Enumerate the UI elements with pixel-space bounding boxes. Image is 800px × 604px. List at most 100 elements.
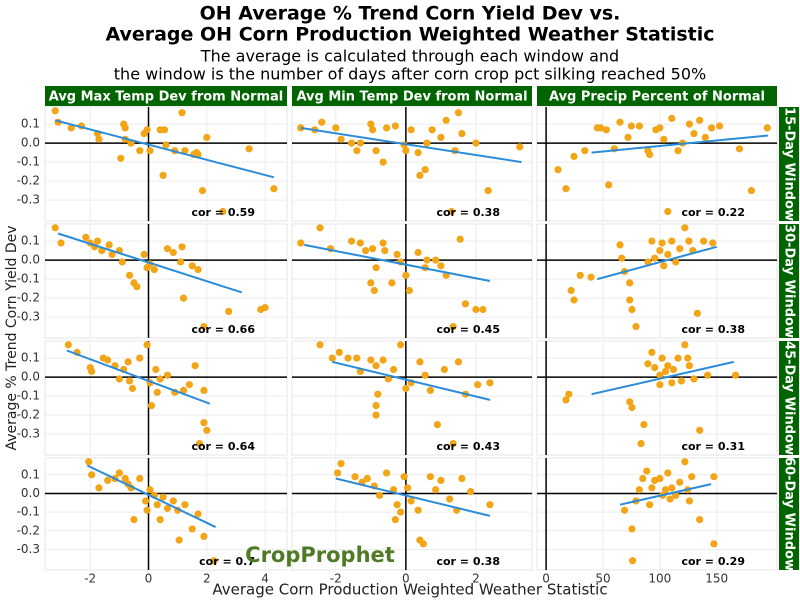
point (163, 504, 172, 512)
point (651, 364, 659, 372)
fit-line (335, 477, 491, 517)
point (261, 304, 269, 312)
point (219, 207, 227, 216)
point (143, 126, 151, 134)
point (176, 258, 185, 266)
point (95, 135, 103, 143)
y-tick-label: -0.1 (17, 389, 40, 403)
panel: cor = 0.38 (291, 106, 533, 222)
point (163, 371, 172, 379)
point (628, 525, 636, 533)
point (347, 237, 356, 245)
point (414, 149, 422, 157)
point (616, 241, 624, 249)
point (456, 235, 464, 243)
point (656, 124, 664, 132)
point (379, 239, 387, 247)
y-tick-label: 0.1 (21, 117, 40, 131)
point (178, 109, 186, 117)
point (125, 271, 134, 279)
point (644, 258, 652, 266)
point (372, 264, 380, 272)
point (562, 396, 570, 404)
point (337, 460, 345, 468)
point (486, 501, 494, 509)
column-strip (45, 86, 287, 106)
panel: cor = 0.29 (536, 457, 778, 571)
point (407, 126, 415, 134)
point (146, 147, 154, 155)
point (153, 388, 161, 396)
point (660, 135, 668, 143)
point (701, 133, 709, 141)
correlation-label: cor = 0.31 (681, 440, 745, 453)
panel: cor = 0.45 (291, 223, 533, 339)
correlation-label: cor = 0.22 (681, 206, 745, 219)
point (169, 497, 177, 505)
point (402, 271, 410, 279)
point (454, 358, 463, 366)
point (118, 258, 126, 266)
point (672, 491, 680, 499)
point (664, 250, 672, 258)
point (367, 120, 375, 128)
panel: cor = 0.7 (44, 457, 288, 571)
point (656, 371, 664, 379)
point (270, 185, 278, 193)
point (651, 254, 659, 262)
point (419, 540, 427, 548)
point (51, 224, 59, 232)
correlation-label: cor = 0.38 (436, 206, 500, 219)
point (351, 473, 359, 481)
point (93, 237, 102, 245)
point (710, 473, 718, 481)
point (402, 384, 410, 393)
correlation-label: cor = 0.59 (191, 206, 255, 219)
point (125, 377, 134, 385)
y-tick-label: -0.2 (17, 174, 40, 188)
point (624, 133, 632, 141)
point (570, 152, 578, 160)
point (316, 224, 324, 232)
point (458, 130, 466, 138)
x-tick-label: 2 (472, 572, 480, 586)
point (562, 185, 570, 193)
point (150, 266, 158, 274)
point (328, 354, 336, 362)
point (136, 354, 144, 362)
point (576, 271, 584, 279)
point (626, 279, 634, 287)
point (715, 122, 724, 130)
y-tick-label: -0.1 (17, 272, 40, 286)
x-tick-label: 50 (595, 572, 610, 586)
point (121, 474, 129, 483)
point (225, 307, 233, 315)
row-strip-label: 15-Day Window (782, 107, 797, 221)
point (404, 484, 412, 492)
point (88, 471, 96, 479)
point (646, 150, 654, 159)
point (474, 381, 482, 389)
point (67, 124, 75, 132)
point (405, 286, 413, 295)
point (421, 166, 429, 174)
point (117, 154, 125, 162)
point (668, 484, 676, 492)
point (397, 341, 405, 349)
point (382, 469, 391, 477)
y-tick-label: -0.1 (17, 155, 40, 169)
point (440, 365, 449, 374)
point (449, 323, 457, 331)
point (570, 296, 578, 304)
y-tick-label: -0.2 (17, 408, 40, 422)
point (82, 233, 90, 241)
point (160, 126, 169, 134)
point (567, 286, 575, 295)
point (656, 247, 664, 255)
point (696, 516, 704, 524)
x-tick-label: 0 (145, 572, 153, 586)
point (472, 305, 480, 314)
point (602, 126, 610, 134)
point (367, 356, 375, 364)
